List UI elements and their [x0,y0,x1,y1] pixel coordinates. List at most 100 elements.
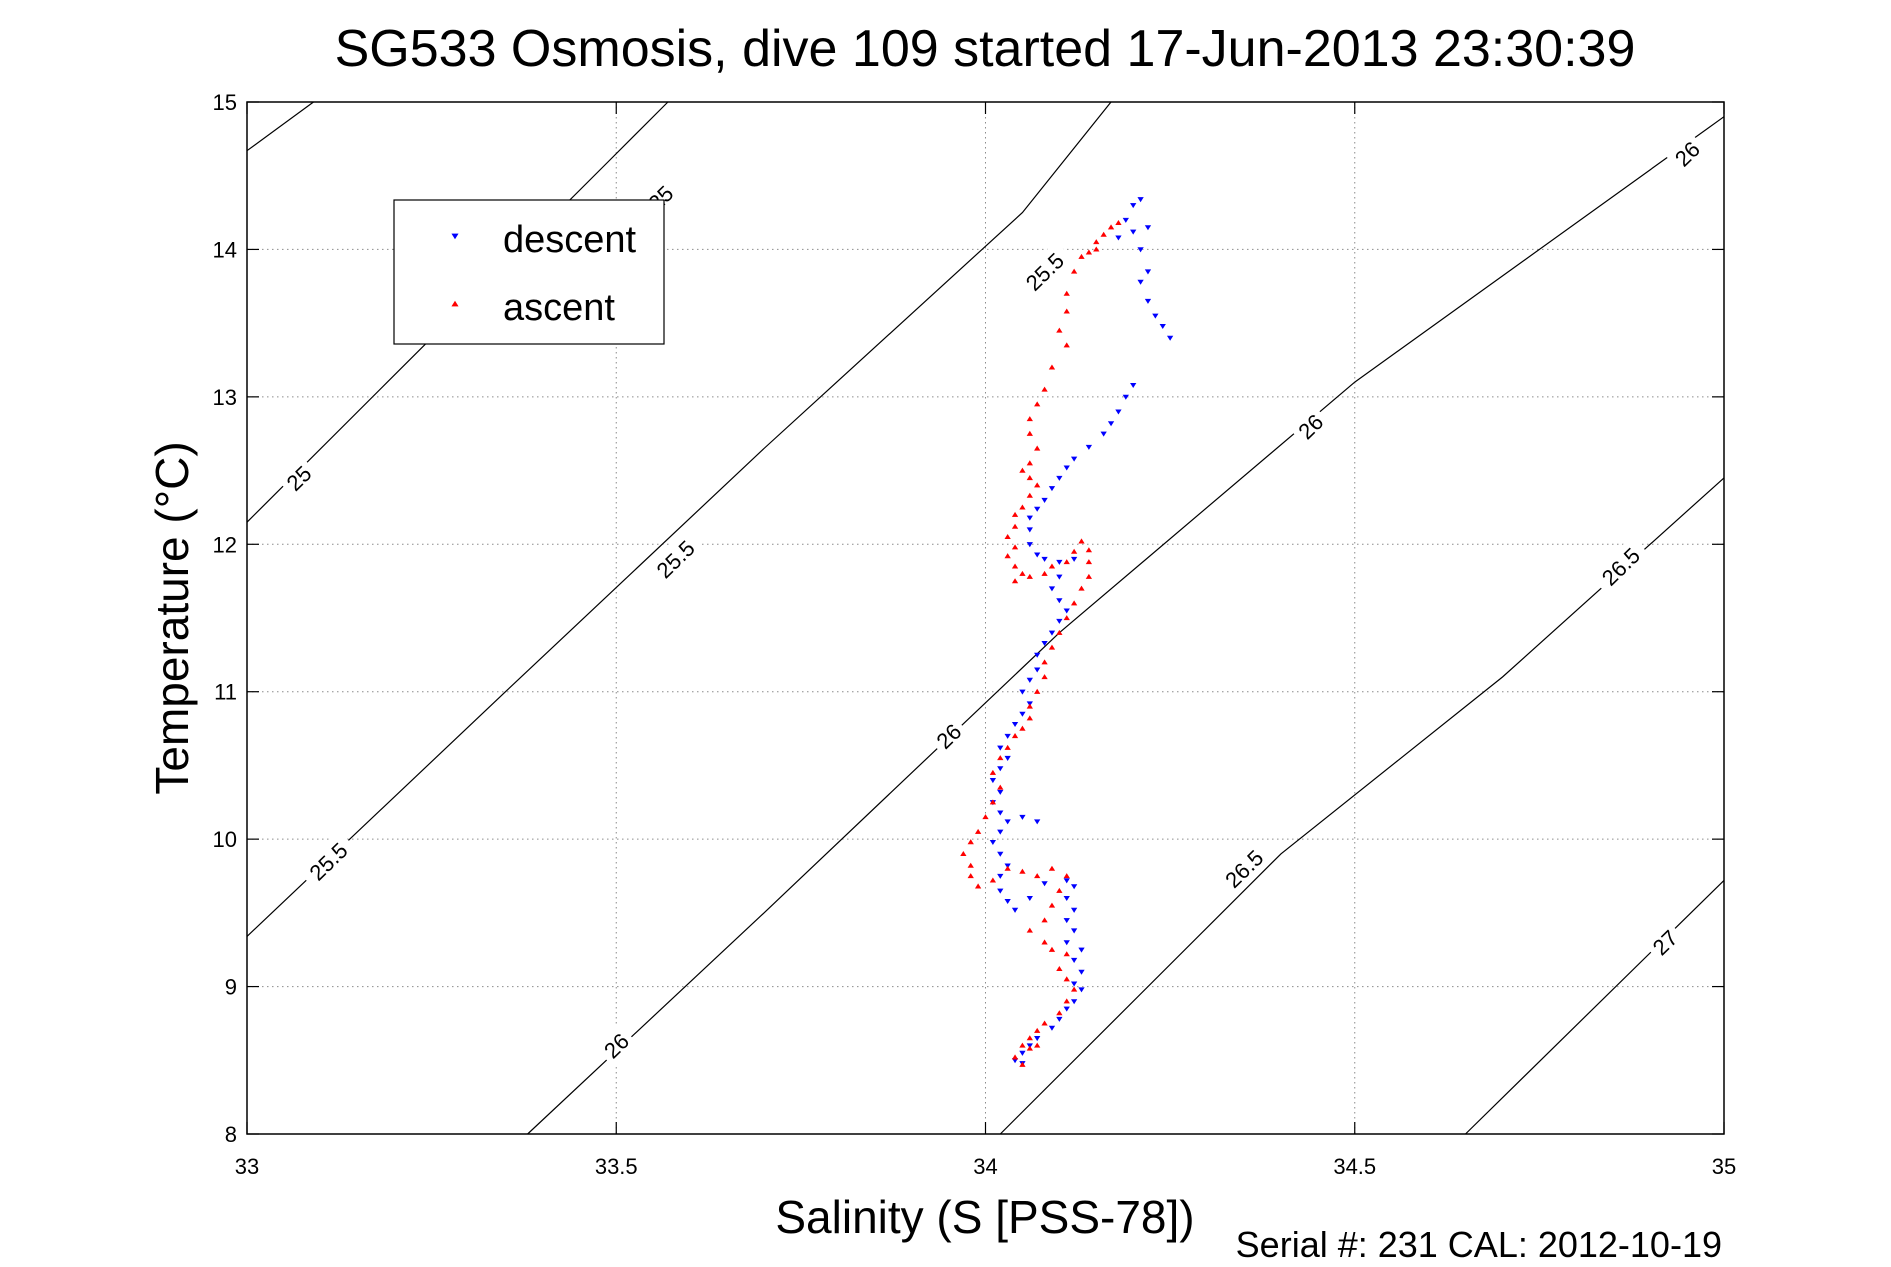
ascent-point [1048,364,1056,370]
ascent-point [1056,965,1063,971]
ascent-point [1026,475,1033,481]
ascent-point [1048,644,1056,650]
ascent-point [1004,865,1011,871]
descent-point [997,829,1004,835]
ascent-point [997,784,1004,790]
contour-label-background [1288,404,1333,449]
chart-title: SG533 Osmosis, dive 109 started 17-Jun-2… [335,20,1636,78]
descent-point [1034,819,1041,825]
y-tick-label: 15 [213,90,237,115]
ascent-point [1085,249,1093,255]
descent-point [1056,598,1063,604]
ascent-point [1063,615,1070,621]
ascent-point [1019,570,1026,576]
ascent-point [1070,268,1078,274]
ascent-point [1034,482,1041,488]
ascent-point [1078,253,1085,259]
ascent-point [1063,873,1070,879]
descent-point [1026,895,1033,902]
ascent-point [1085,547,1093,553]
descent-point [1048,586,1056,592]
x-tick-label: 35 [1712,1154,1736,1179]
ascent-point [1026,715,1033,721]
descent-point [1100,431,1107,437]
ascent-point [1019,467,1026,473]
sigma-contour-line [246,101,314,152]
sigma-contour-line [246,101,1112,937]
descent-point [1078,987,1085,993]
descent-point [1048,630,1056,636]
descent-point [1048,1025,1056,1031]
descent-point [1070,456,1078,462]
descent-point [1026,515,1033,521]
ascent-point [1048,865,1056,871]
ascent-point [1034,1027,1041,1033]
ascent-point [1078,538,1085,544]
ascent-point [1063,559,1070,565]
y-tick-label: 12 [213,532,237,557]
ascent-point [1034,873,1041,879]
descent-point [1107,421,1115,427]
ascent-point [1026,460,1033,466]
series-descent [989,197,1174,1067]
descent-point [997,888,1004,894]
legend-marker-ascent [451,300,459,307]
descent-point [1019,1050,1026,1056]
descent-point [1137,279,1144,285]
descent-point [1004,898,1011,904]
descent-point [1034,652,1041,658]
descent-point [1070,981,1078,987]
ascent-point [1056,629,1063,635]
descent-point [1078,969,1085,975]
ascent-point [1085,559,1093,565]
ascent-point [967,862,974,868]
ascent-point [1093,246,1100,252]
descent-point [1130,203,1137,209]
y-tick-label: 8 [225,1122,237,1147]
ascent-point [967,839,974,845]
ascent-point [1070,600,1078,606]
ascent-point [989,769,997,775]
x-tick-label: 34.5 [1333,1154,1376,1179]
descent-point [1056,559,1063,565]
ascent-point [1063,308,1070,314]
ascent-point [1056,887,1063,893]
descent-point [1034,667,1041,673]
descent-point [997,789,1004,795]
ascent-point [1026,1045,1033,1051]
descent-point [997,851,1004,857]
ascent-point [1078,585,1085,591]
contour-label-background [594,1023,639,1068]
descent-point [1063,465,1070,471]
ascent-point [1063,342,1070,348]
ascent-point [1011,563,1019,569]
ascent-point [1011,511,1019,517]
descent-point [1137,197,1144,203]
descent-point [1070,928,1078,934]
ascent-point [1019,868,1026,874]
descent-point [997,873,1004,879]
ascent-point [1070,548,1078,554]
descent-point [1070,999,1078,1005]
ascent-point [1004,744,1011,750]
descent-point [1070,556,1078,562]
sigma-contour-line [1465,879,1725,1135]
descent-point [1137,247,1144,253]
y-tick-label: 10 [213,827,237,852]
contour-label: 26.5 [1590,536,1652,597]
ascent-point [1034,401,1041,407]
contour-label-background [1642,920,1687,965]
ascent-point [1041,674,1048,680]
ascent-point [1019,1042,1026,1048]
ascent-point [1011,1054,1019,1060]
y-tick-label: 9 [225,975,237,1000]
ascent-point [989,877,997,883]
legend-box [393,199,665,345]
descent-point [997,766,1004,772]
ascent-point [1063,951,1070,957]
contour-label-background [1590,536,1652,597]
descent-point [1063,918,1070,924]
ascent-point [1041,659,1048,665]
descent-point [1019,689,1026,695]
descent-point [1063,940,1070,946]
